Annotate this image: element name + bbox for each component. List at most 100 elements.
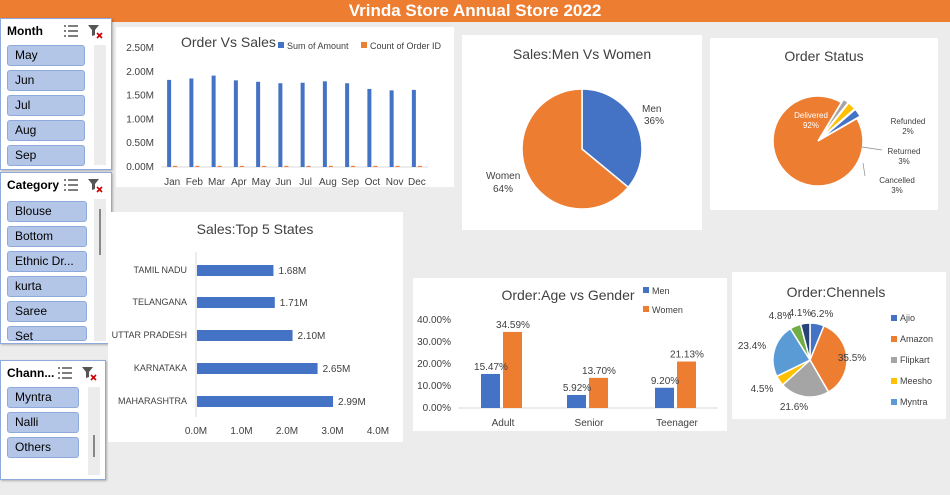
bar-orders-apr: [239, 165, 244, 167]
slicer-item-bottom[interactable]: Bottom: [7, 226, 87, 247]
order-vs-sales-card[interactable]: Order Vs Sales Sum of Amount Count of Orde…: [116, 27, 454, 188]
state-value-label: 2.10M: [298, 331, 326, 342]
gender-slice-0: [581, 88, 643, 189]
slicer-item-jun[interactable]: Jun: [7, 70, 85, 91]
bar-men-senior: [567, 394, 586, 408]
month-slicer-header: Month: [1, 19, 111, 43]
legend-label-women: Women: [652, 305, 683, 315]
state-value-label: 2.65M: [323, 364, 351, 375]
channel-slice-4: [772, 327, 812, 378]
slicer-item-ethnic-dress[interactable]: Ethnic Dr...: [7, 251, 87, 272]
value-label-men: 9.20%: [651, 376, 679, 387]
label-cancelled: Cancelled: [879, 176, 915, 185]
x-tick-mar: Mar: [208, 177, 226, 187]
x-tick-feb: Feb: [186, 177, 204, 187]
state-value-label: 2.99M: [338, 397, 366, 408]
x-tick-label: 4.0M: [367, 426, 389, 437]
multi-select-icon[interactable]: [57, 365, 73, 381]
clear-filter-icon[interactable]: [81, 365, 97, 381]
label-returned: Returned: [888, 147, 921, 156]
x-tick-label: 0.0M: [185, 426, 207, 437]
legend-swatch-flipkart: [891, 357, 897, 363]
legend-label-orders: Count of Order ID: [370, 41, 442, 51]
y-tick-label: 1.00M: [126, 114, 154, 125]
top5-states-card[interactable]: Sales:Top 5 States 0.0M 1.0M 2.0M 3.0M 4.0M TA…: [108, 212, 403, 442]
channels-chart: Order:Chennels 6.2% 35.5% 21.6% 4.5% 23.4% 4.8…: [738, 284, 933, 413]
top5-states-title: Sales:Top 5 States: [197, 221, 314, 237]
category-slicer[interactable]: Category Blouse Bottom Ethnic Dr... kurt…: [0, 172, 112, 344]
bar-men-teenager: [655, 387, 674, 408]
slicer-item-may[interactable]: May: [7, 45, 85, 66]
order-status-card[interactable]: Order Status Delivered 92% Refunded 2% Return…: [710, 38, 938, 210]
label-men: Men: [642, 104, 661, 115]
bar-orders-may: [262, 165, 267, 167]
bar-orders-nov: [395, 165, 400, 167]
gender-slice-1: [521, 88, 630, 210]
x-tick-teenager: Teenager: [656, 418, 698, 429]
bar-orders-feb: [195, 165, 200, 167]
order-status-title: Order Status: [784, 48, 863, 64]
slicer-item-myntra[interactable]: Myntra: [7, 387, 79, 408]
value-label-women: 34.59%: [496, 320, 530, 331]
status-slice-0: [772, 95, 864, 187]
slicer-item-nalli[interactable]: Nalli: [7, 412, 79, 433]
slicer-item-aug[interactable]: Aug: [7, 120, 85, 141]
channel-value-label: 4.1%: [789, 308, 812, 319]
age-vs-gender-chart: Order:Age vs Gender Men Women 0.00% 10.00% 20…: [417, 286, 718, 429]
slicer-item-sep[interactable]: Sep: [7, 145, 85, 166]
x-tick-label: 3.0M: [321, 426, 343, 437]
multi-select-icon[interactable]: [63, 177, 79, 193]
bar-women-teenager: [677, 361, 696, 408]
channel-scroll-thumb[interactable]: [93, 435, 95, 457]
x-tick-jun: Jun: [275, 177, 291, 187]
x-tick-label: 1.0M: [230, 426, 252, 437]
state-label: TELANGANA: [132, 297, 187, 307]
state-label: KARNATAKA: [134, 363, 187, 373]
bar-amount-feb: [189, 78, 194, 167]
channels-card[interactable]: Order:Chennels 6.2% 35.5% 21.6% 4.5% 23.4% 4.8…: [732, 272, 946, 419]
legend-swatch-amount: [278, 42, 284, 48]
legend-label-myntra: Myntra: [900, 397, 928, 407]
y-tick-label: 10.00%: [417, 381, 451, 392]
channel-value-label: 35.5%: [838, 353, 866, 364]
age-vs-gender-title: Order:Age vs Gender: [501, 287, 634, 303]
bar-amount-oct: [367, 88, 372, 167]
slicer-item-jul[interactable]: Jul: [7, 95, 85, 116]
channel-value-label: 4.8%: [769, 311, 792, 322]
slicer-item-kurta[interactable]: kurta: [7, 276, 87, 297]
slicer-item-others[interactable]: Others: [7, 437, 79, 458]
bar-state: [197, 330, 293, 341]
channel-slicer[interactable]: Chann... Myntra Nalli Others: [0, 360, 106, 480]
category-scrollbar[interactable]: [94, 199, 106, 341]
order-vs-sales-title: Order Vs Sales: [181, 34, 276, 50]
channel-scrollbar[interactable]: [88, 387, 100, 475]
age-vs-gender-card[interactable]: Order:Age vs Gender Men Women 0.00% 10.00% 20…: [413, 278, 727, 431]
legend-label-ajio: Ajio: [900, 313, 915, 323]
x-tick-aug: Aug: [319, 177, 337, 187]
x-tick-apr: Apr: [231, 177, 247, 187]
slicer-item-blouse[interactable]: Blouse: [7, 201, 87, 222]
y-tick-label: 0.00%: [423, 403, 451, 414]
y-tick-label: 30.00%: [417, 337, 451, 348]
bar-orders-dec: [417, 165, 422, 167]
legend-swatch-amazon: [891, 336, 897, 342]
month-slicer[interactable]: Month May Jun Jul Aug Sep: [0, 18, 112, 170]
channel-value-label: 4.5%: [751, 384, 774, 395]
category-scroll-thumb[interactable]: [99, 209, 101, 255]
bar-amount-jul: [300, 82, 305, 167]
state-value-label: 1.71M: [280, 298, 308, 309]
bar-orders-oct: [373, 165, 378, 167]
month-scrollbar[interactable]: [94, 45, 106, 165]
value-label-men: 15.47%: [474, 362, 508, 373]
x-tick-nov: Nov: [386, 177, 404, 187]
category-slicer-title: Category: [7, 178, 60, 192]
slicer-item-saree[interactable]: Saree: [7, 301, 87, 322]
multi-select-icon[interactable]: [63, 23, 79, 39]
clear-filter-icon[interactable]: [87, 177, 103, 193]
men-vs-women-card[interactable]: Sales:Men Vs Women Men 36% Women 64%: [462, 35, 702, 230]
clear-filter-icon[interactable]: [87, 23, 103, 39]
bar-amount-aug: [322, 81, 327, 167]
slicer-item-set[interactable]: Set: [7, 326, 87, 341]
bar-orders-mar: [217, 165, 222, 167]
